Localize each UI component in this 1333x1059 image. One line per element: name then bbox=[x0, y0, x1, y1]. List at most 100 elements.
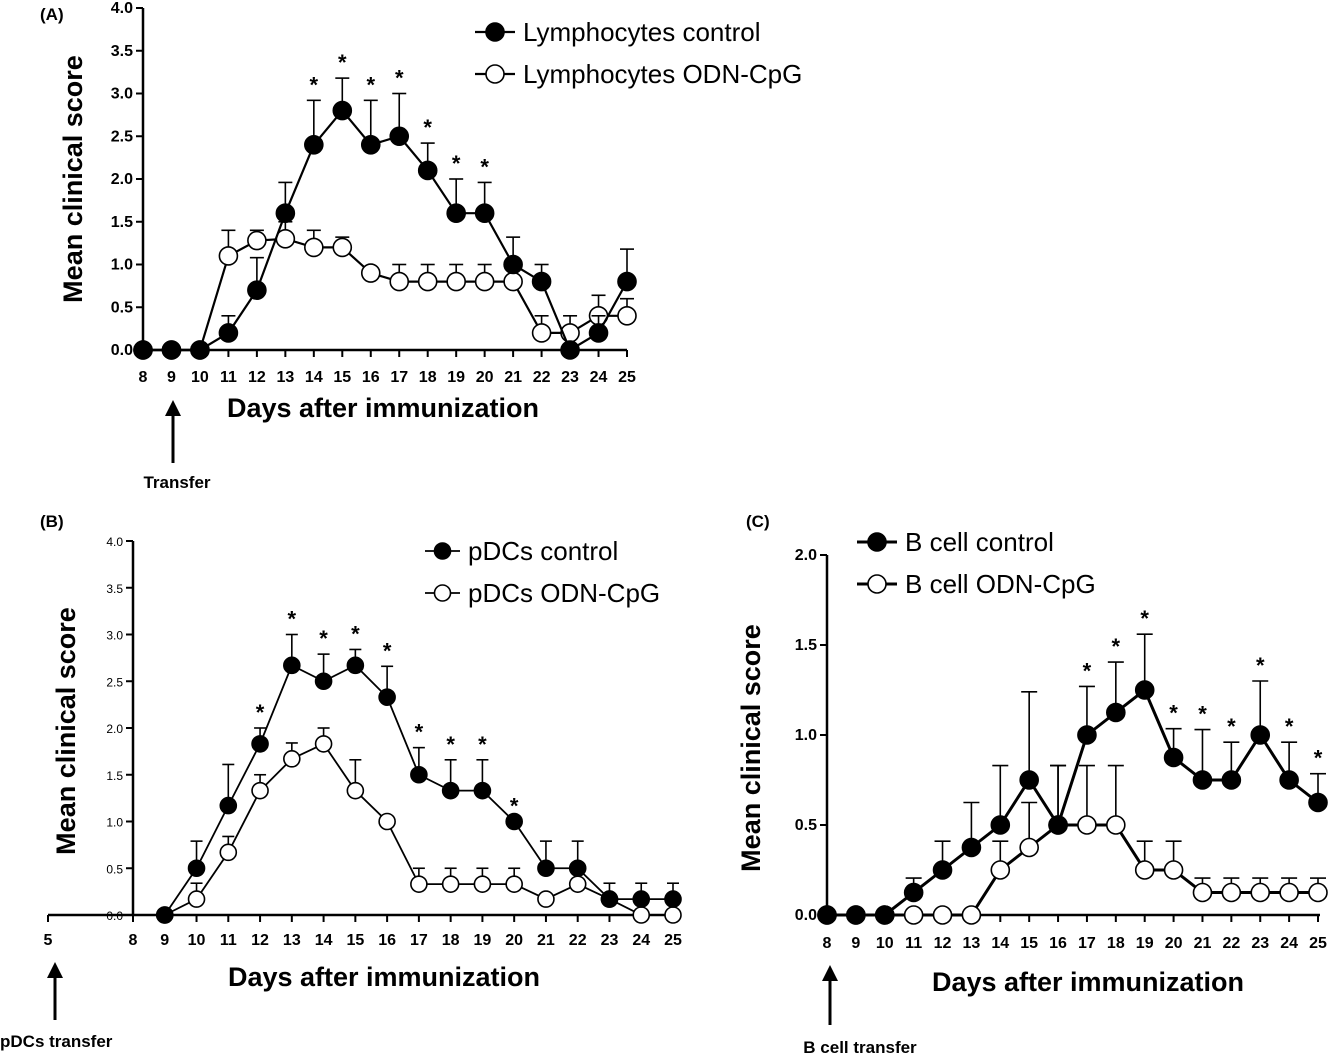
data-point bbox=[903, 905, 924, 925]
data-point bbox=[617, 305, 637, 326]
x-tick-label: 11 bbox=[220, 369, 237, 386]
x-tick-label: 24 bbox=[590, 369, 608, 386]
series-filled bbox=[133, 77, 637, 360]
significance-star: * bbox=[1198, 702, 1207, 727]
x-tick-label: 10 bbox=[876, 935, 894, 952]
data-point bbox=[874, 905, 895, 925]
data-point bbox=[1279, 882, 1299, 903]
significance-star: * bbox=[1083, 658, 1092, 683]
x-tick-label: 18 bbox=[442, 932, 460, 949]
legend-label: B cell ODN-CpG bbox=[905, 569, 1096, 599]
data-point bbox=[990, 860, 1011, 880]
data-point bbox=[378, 812, 396, 831]
significance-star: * bbox=[288, 607, 297, 632]
y-tick-label: 0.5 bbox=[111, 299, 133, 316]
data-point bbox=[1019, 837, 1039, 858]
significance-star: * bbox=[1140, 606, 1149, 631]
data-point bbox=[1019, 770, 1039, 790]
data-point bbox=[187, 859, 206, 878]
data-point bbox=[275, 203, 296, 223]
y-tick-label: 1.5 bbox=[795, 637, 817, 654]
data-point bbox=[961, 837, 982, 858]
x-tick-label: 22 bbox=[533, 369, 551, 386]
x-tick-label: 21 bbox=[1194, 935, 1212, 952]
data-point bbox=[1106, 815, 1126, 835]
x-tick-label: 17 bbox=[410, 932, 428, 949]
data-point bbox=[446, 271, 466, 292]
data-point bbox=[664, 890, 682, 908]
x-tick-label: 20 bbox=[1165, 935, 1183, 952]
x-tick-label: 8 bbox=[129, 932, 138, 949]
x-tick-label: 17 bbox=[390, 369, 408, 386]
data-point bbox=[503, 254, 523, 275]
y-tick-label: 0.5 bbox=[795, 817, 817, 834]
data-point bbox=[568, 859, 587, 878]
y-tick-label: 0.5 bbox=[106, 862, 123, 876]
x-tick-label: 13 bbox=[963, 935, 981, 952]
panel-label: (A) bbox=[40, 5, 64, 24]
data-point bbox=[1192, 770, 1213, 790]
panel-label: (C) bbox=[746, 512, 770, 531]
x-tick-label: 14 bbox=[991, 935, 1009, 952]
series-line bbox=[827, 687, 1319, 917]
y-tick-label: 0.0 bbox=[106, 909, 123, 923]
data-point bbox=[441, 781, 460, 800]
data-point bbox=[568, 875, 587, 893]
significance-star: * bbox=[480, 154, 489, 179]
data-point bbox=[1077, 815, 1097, 835]
x-axis-title: Days after immunization bbox=[932, 967, 1244, 997]
arrow-label: pDCs transfer bbox=[0, 1032, 113, 1051]
data-point bbox=[846, 905, 866, 925]
data-point bbox=[446, 203, 466, 223]
legend-entry: Lymphocytes control bbox=[475, 17, 760, 47]
chart-panel-1: (A) 0.0 0.5 1.0 1.5 2.0 2.5 3.0 3.5 4.0 8 9 10 11 12 13… bbox=[40, 0, 802, 492]
data-point bbox=[1163, 860, 1184, 880]
x-tick-label: 13 bbox=[283, 932, 301, 949]
legend-label: pDCs control bbox=[468, 536, 618, 566]
x-axis-title: Days after immunization bbox=[228, 962, 540, 992]
data-point bbox=[378, 688, 396, 706]
x-tick-label: 19 bbox=[1136, 935, 1154, 952]
legend-label: pDCs ODN-CpG bbox=[468, 578, 660, 608]
data-point bbox=[531, 271, 552, 292]
y-tick-label: 2.5 bbox=[106, 675, 123, 689]
y-tick-label: 1.0 bbox=[111, 257, 133, 274]
legend-marker bbox=[867, 532, 887, 552]
data-point bbox=[961, 905, 982, 925]
y-tick-label: 1.5 bbox=[111, 214, 133, 231]
x-axis-title: Days after immunization bbox=[227, 393, 539, 423]
y-tick-label: 1.0 bbox=[106, 816, 123, 830]
significance-star: * bbox=[338, 50, 347, 75]
data-point bbox=[560, 340, 580, 360]
significance-star: * bbox=[1227, 714, 1236, 739]
legend-label: Lymphocytes control bbox=[523, 17, 760, 47]
y-tick-label: 4.0 bbox=[111, 0, 133, 17]
legend-label: Lymphocytes ODN-CpG bbox=[523, 59, 802, 89]
x-tick-label: 23 bbox=[601, 932, 619, 949]
significance-star: * bbox=[1112, 634, 1121, 659]
series-line bbox=[143, 237, 627, 352]
data-point bbox=[1279, 770, 1299, 790]
y-tick-label: 1.0 bbox=[795, 727, 817, 744]
significance-star: * bbox=[1314, 746, 1323, 771]
significance-star: * bbox=[1169, 701, 1178, 726]
x-tick-label: 15 bbox=[333, 369, 351, 386]
series-line bbox=[143, 108, 628, 352]
data-point bbox=[314, 672, 333, 691]
x-tick-label: 16 bbox=[362, 369, 380, 386]
data-point bbox=[360, 263, 381, 283]
data-point bbox=[346, 781, 365, 800]
data-point bbox=[588, 323, 609, 343]
data-point bbox=[664, 906, 682, 924]
series-open bbox=[133, 220, 637, 360]
significance-star: * bbox=[256, 700, 265, 725]
data-point bbox=[1134, 680, 1155, 700]
legend-entry: Lymphocytes ODN-CpG bbox=[475, 59, 802, 89]
x-tick-label: 13 bbox=[276, 369, 294, 386]
transfer-arrow: pDCs transfer bbox=[0, 962, 113, 1051]
x-tick-label: 25 bbox=[1309, 935, 1327, 952]
arrow-label: Transfer bbox=[143, 473, 210, 492]
data-point bbox=[632, 890, 651, 908]
x-tick-label: 17 bbox=[1078, 935, 1096, 952]
